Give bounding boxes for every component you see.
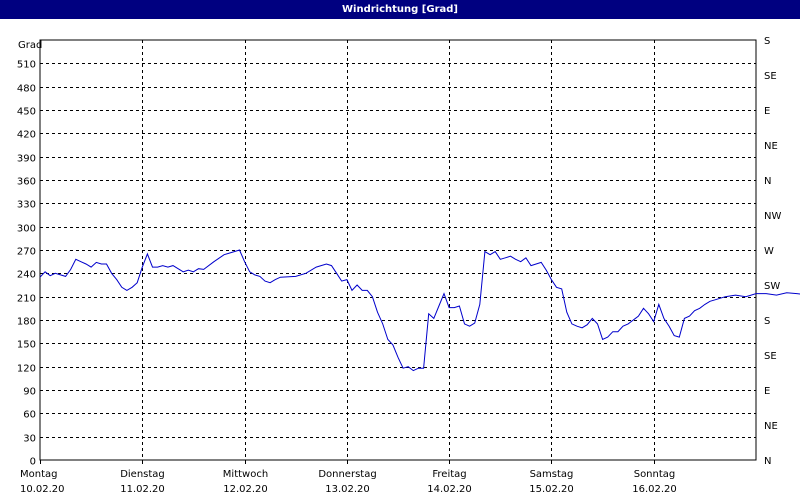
y-tick-label: 390 [17,154,36,165]
y-tick-label: 150 [17,340,36,351]
y2-tick-label: S [764,316,770,327]
axes: 0 30 60 90 120 150 180 210 240 270 300 330 360 390 420… [17,36,782,495]
x-day-label: Samstag [530,469,574,480]
x-day-label: Freitag [432,469,466,480]
x-date-label: 10.02.20 [20,484,65,495]
y2-tick-label: S [764,36,770,47]
y2-tick-label: NW [764,211,781,222]
x-day-label: Donnerstag [318,469,376,480]
marks [39,249,800,372]
x-day-label: Montag [20,469,57,480]
y-tick-label: 480 [17,84,36,95]
y2-tick-label: NE [764,141,778,152]
y2-tick-label: SE [764,351,777,362]
x-day-label: Sonntag [634,469,676,480]
y-tick-label: 420 [17,130,36,141]
y-tick-label: 0 [30,457,36,468]
chart-title: Windrichtung [Grad] [0,0,800,19]
y-tick-label: 300 [17,224,36,235]
x-date-label: 15.02.20 [529,484,574,495]
x-date-label: 14.02.20 [427,484,472,495]
x-date-label: 16.02.20 [632,484,677,495]
y2-tick-label: N [764,456,771,467]
y-tick-label: 180 [17,317,36,328]
y-tick-label: 90 [23,387,36,398]
y-tick-label: 60 [23,410,36,421]
y-axis-label: Grad [18,40,42,51]
x-day-label: Dienstag [120,469,165,480]
x-day-label: Mittwoch [223,469,268,480]
y-tick-label: 30 [23,434,36,445]
y2-tick-label: NE [764,421,778,432]
x-date-label: 12.02.20 [223,484,268,495]
y-tick-label: 270 [17,247,36,258]
y2-tick-label: SE [764,71,777,82]
y-tick-label: 330 [17,200,36,211]
x-date-label: 13.02.20 [325,484,370,495]
y2-tick-label: E [764,106,770,117]
y2-tick-label: E [764,386,770,397]
y-tick-label: 450 [17,107,36,118]
y-tick-label: 120 [17,364,36,375]
y2-tick-label: N [764,176,771,187]
wind-direction-line [39,249,800,372]
y2-tick-label: SW [764,281,780,292]
grid [40,40,756,460]
y-tick-label: 210 [17,294,36,305]
y2-tick-label: W [764,246,774,257]
plot-frame [39,39,757,461]
y-tick-label: 240 [17,270,36,281]
y-tick-label: 360 [17,177,36,188]
y-tick-label: 510 [17,60,36,71]
x-date-label: 11.02.20 [120,484,165,495]
